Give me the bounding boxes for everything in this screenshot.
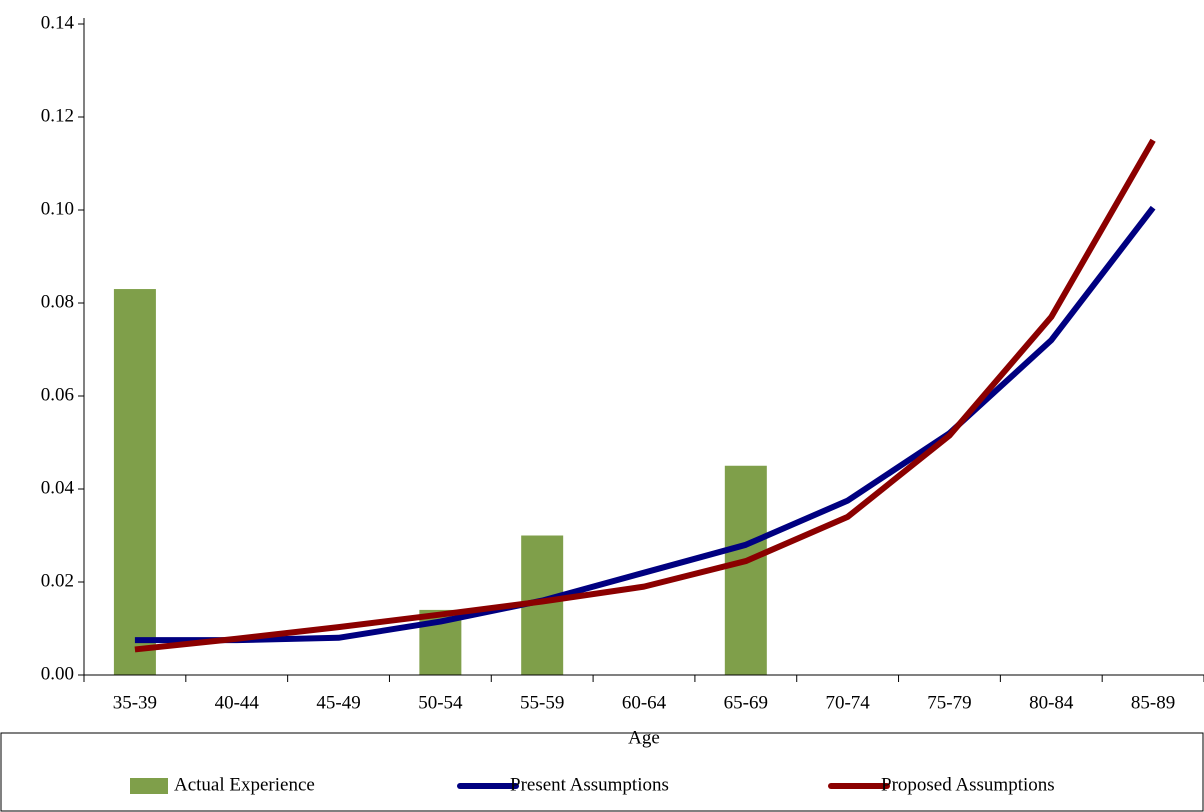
- x-tick-label: 55-59: [520, 692, 564, 713]
- legend-label: Present Assumptions: [510, 774, 669, 795]
- legend-box: [0, 732, 1204, 812]
- x-axis-label: Age: [628, 727, 660, 748]
- x-tick-label: 75-79: [927, 692, 971, 713]
- x-tick-label: 35-39: [113, 692, 157, 713]
- y-tick-label: 0.06: [41, 384, 74, 405]
- x-tick-label: 70-74: [825, 692, 870, 713]
- y-tick-label: 0.08: [41, 291, 74, 312]
- legend-label: Proposed Assumptions: [881, 774, 1055, 795]
- x-tick-label: 65-69: [724, 692, 768, 713]
- bar: [724, 465, 767, 675]
- x-tick-label: 80-84: [1029, 692, 1074, 713]
- x-tick-label: 45-49: [316, 692, 360, 713]
- legend-label: Actual Experience: [174, 774, 315, 795]
- y-tick-label: 0.00: [41, 663, 74, 684]
- x-tick-label: 50-54: [418, 692, 463, 713]
- line: [134, 138, 1156, 653]
- x-tick-label: 60-64: [622, 692, 667, 713]
- legend-swatch: [130, 778, 168, 794]
- line: [134, 205, 1156, 644]
- x-tick-label: 40-44: [215, 692, 260, 713]
- y-tick-label: 0.02: [41, 570, 74, 591]
- y-tick-label: 0.10: [41, 198, 74, 219]
- y-tick-label: 0.14: [41, 12, 75, 33]
- bar: [113, 289, 156, 675]
- x-tick-label: 85-89: [1131, 692, 1175, 713]
- y-tick-label: 0.12: [41, 105, 74, 126]
- y-tick-label: 0.04: [41, 477, 75, 498]
